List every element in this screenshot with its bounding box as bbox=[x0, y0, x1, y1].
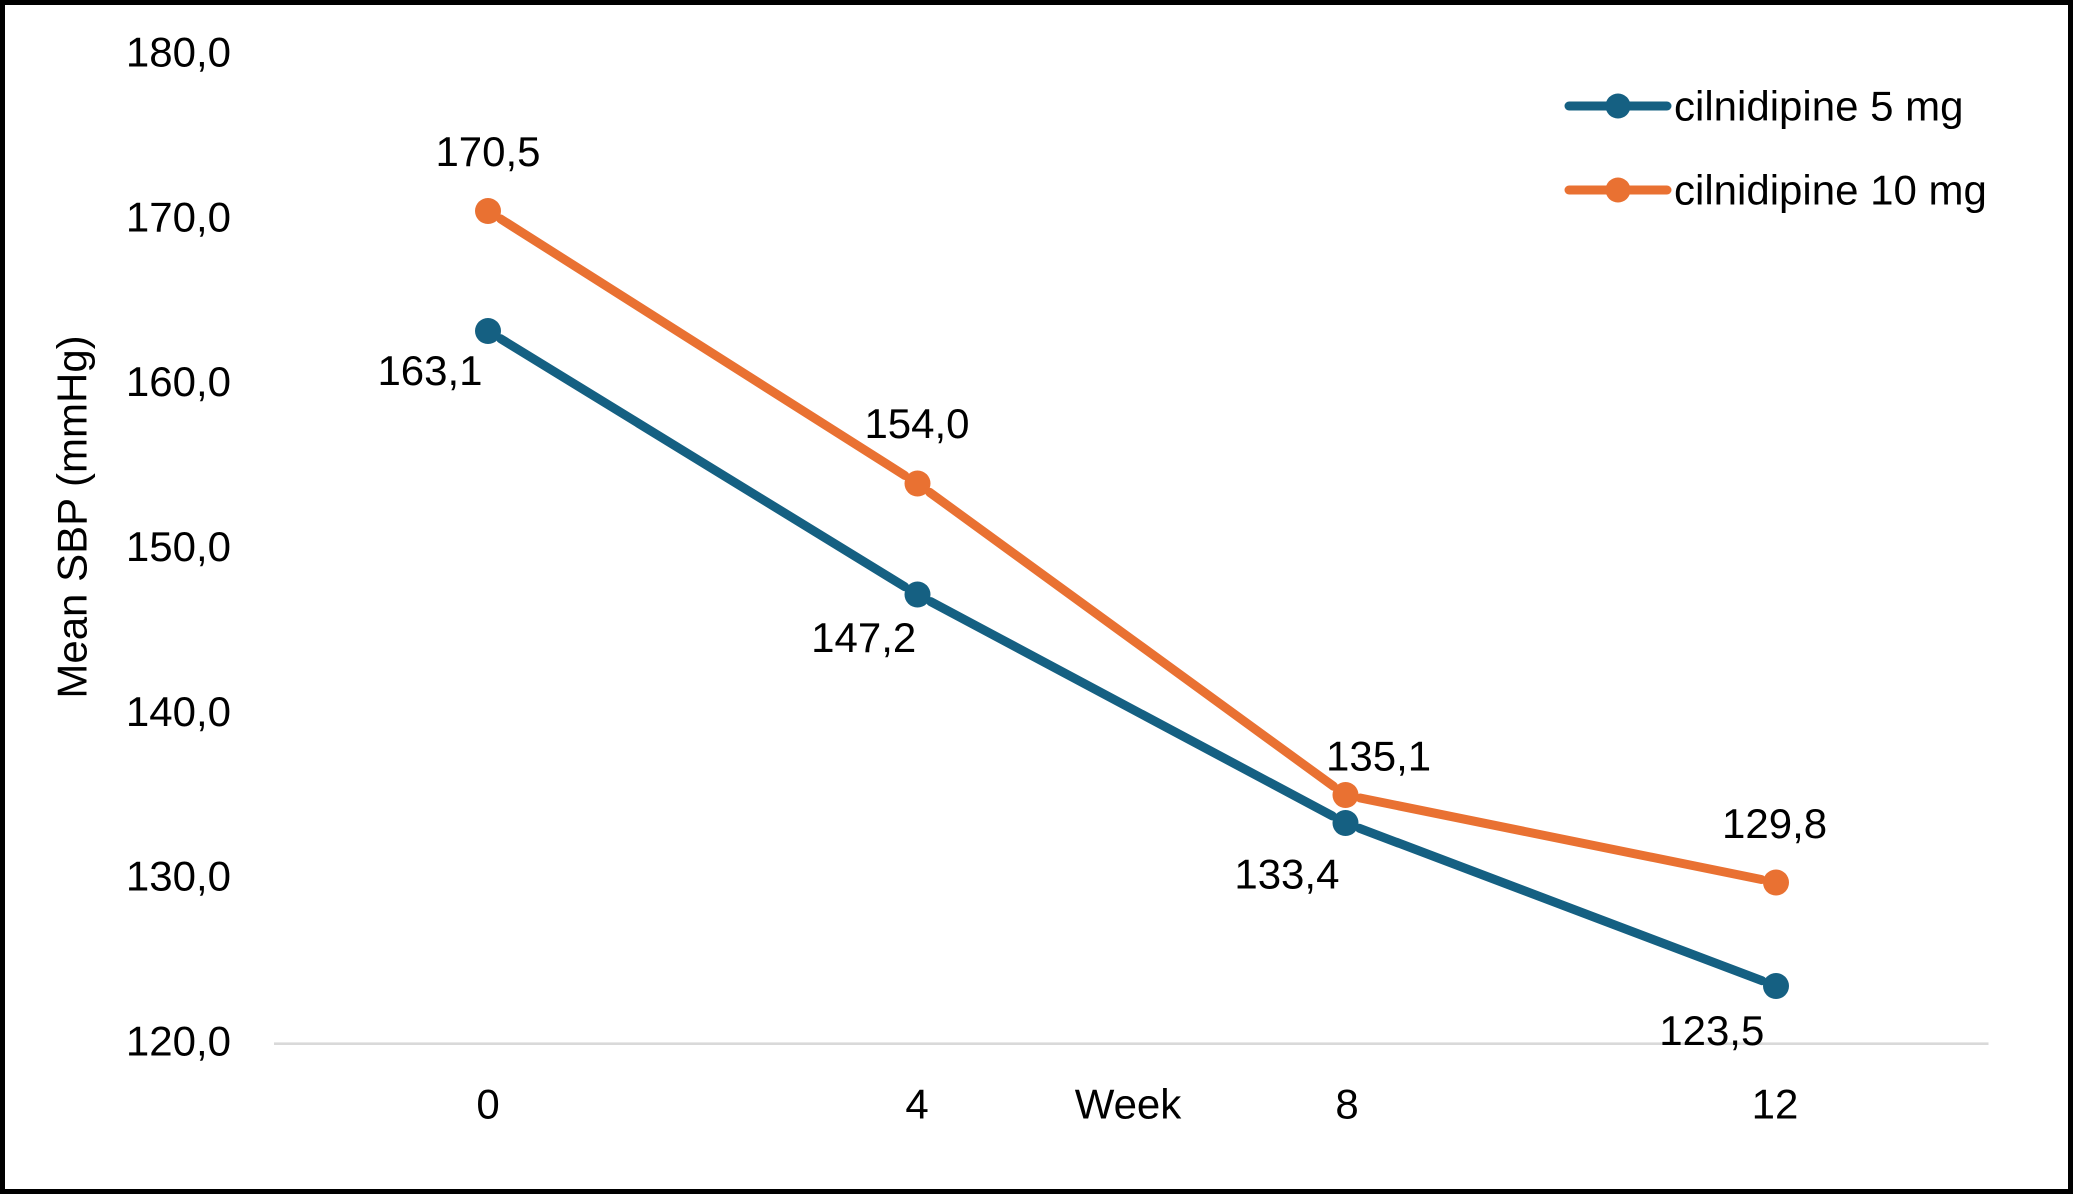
svg-text:170,0: 170,0 bbox=[126, 193, 231, 240]
svg-text:180,0: 180,0 bbox=[126, 29, 231, 76]
svg-text:140,0: 140,0 bbox=[126, 688, 231, 735]
svg-text:163,1: 163,1 bbox=[377, 347, 482, 394]
svg-text:147,2: 147,2 bbox=[811, 614, 916, 661]
svg-text:12: 12 bbox=[1752, 1081, 1799, 1128]
svg-text:123,5: 123,5 bbox=[1659, 1007, 1764, 1054]
svg-text:Week: Week bbox=[1075, 1081, 1183, 1128]
svg-text:160,0: 160,0 bbox=[126, 358, 231, 405]
svg-text:133,4: 133,4 bbox=[1234, 851, 1339, 898]
svg-text:170,5: 170,5 bbox=[435, 128, 540, 175]
svg-text:154,0: 154,0 bbox=[864, 400, 969, 447]
svg-text:cilnidipine 10 mg: cilnidipine 10 mg bbox=[1674, 167, 1987, 214]
svg-text:150,0: 150,0 bbox=[126, 523, 231, 570]
svg-text:120,0: 120,0 bbox=[126, 1018, 231, 1065]
svg-text:8: 8 bbox=[1335, 1081, 1358, 1128]
svg-text:4: 4 bbox=[905, 1081, 928, 1128]
svg-text:129,8: 129,8 bbox=[1722, 800, 1827, 847]
svg-text:135,1: 135,1 bbox=[1326, 733, 1431, 780]
svg-text:cilnidipine 5 mg: cilnidipine 5 mg bbox=[1674, 83, 1964, 130]
svg-text:0: 0 bbox=[476, 1081, 499, 1128]
svg-text:Mean SBP (mmHg): Mean SBP (mmHg) bbox=[49, 335, 96, 698]
svg-text:130,0: 130,0 bbox=[126, 853, 231, 900]
